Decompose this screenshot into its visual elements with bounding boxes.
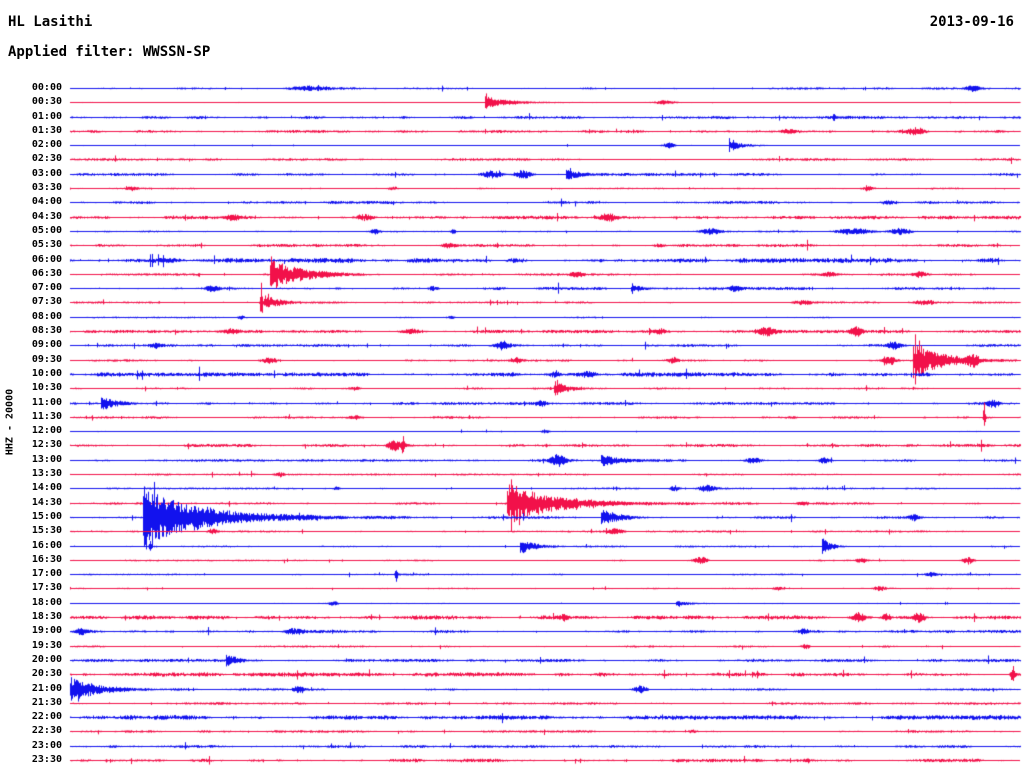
time-label: 10:00 xyxy=(31,368,62,379)
time-label: 14:00 xyxy=(31,482,62,493)
time-label: 14:30 xyxy=(31,497,62,508)
time-label: 17:30 xyxy=(31,582,62,593)
time-label: 09:30 xyxy=(31,354,62,365)
time-label: 03:30 xyxy=(31,182,62,193)
time-label: 11:30 xyxy=(31,411,62,422)
time-label: 09:00 xyxy=(31,339,62,350)
time-label: 02:30 xyxy=(31,153,62,164)
time-label: 12:00 xyxy=(31,425,62,436)
time-label: 23:00 xyxy=(31,740,62,751)
time-label: 20:30 xyxy=(31,668,62,679)
time-label: 20:00 xyxy=(31,654,62,665)
time-label: 16:00 xyxy=(31,540,62,551)
time-label: 04:30 xyxy=(31,211,62,222)
time-label: 00:30 xyxy=(31,96,62,107)
time-label: 01:00 xyxy=(31,111,62,122)
time-label: 01:30 xyxy=(31,125,62,136)
time-label: 18:00 xyxy=(31,597,62,608)
time-label: 16:30 xyxy=(31,554,62,565)
time-label: 05:00 xyxy=(31,225,62,236)
time-label: 13:00 xyxy=(31,454,62,465)
time-label: 23:30 xyxy=(31,754,62,765)
time-label: 17:00 xyxy=(31,568,62,579)
plot-date: 2013-09-16 xyxy=(929,14,1014,30)
time-label: 21:30 xyxy=(31,697,62,708)
time-label: 07:30 xyxy=(31,296,62,307)
time-label: 18:30 xyxy=(31,611,62,622)
time-label: 07:00 xyxy=(31,282,62,293)
time-label: 05:30 xyxy=(31,239,62,250)
time-label: 06:30 xyxy=(31,268,62,279)
time-label: 02:00 xyxy=(31,139,62,150)
time-label: 11:00 xyxy=(31,397,62,408)
time-label: 12:30 xyxy=(31,439,62,450)
time-label: 19:00 xyxy=(31,625,62,636)
time-label: 13:30 xyxy=(31,468,62,479)
time-label: 22:00 xyxy=(31,711,62,722)
time-label: 04:00 xyxy=(31,196,62,207)
time-label: 19:30 xyxy=(31,640,62,651)
time-label: 15:30 xyxy=(31,525,62,536)
station-title: HL Lasithi xyxy=(8,14,93,30)
time-label: 21:00 xyxy=(31,683,62,694)
time-label: 06:00 xyxy=(31,254,62,265)
time-label: 03:00 xyxy=(31,168,62,179)
applied-filter-label: Applied filter: WWSSN-SP xyxy=(8,44,211,60)
time-label: 10:30 xyxy=(31,382,62,393)
time-label: 22:30 xyxy=(31,725,62,736)
time-label: 08:30 xyxy=(31,325,62,336)
time-label: 00:00 xyxy=(31,82,62,93)
time-label: 08:00 xyxy=(31,311,62,322)
time-label: 15:00 xyxy=(31,511,62,522)
